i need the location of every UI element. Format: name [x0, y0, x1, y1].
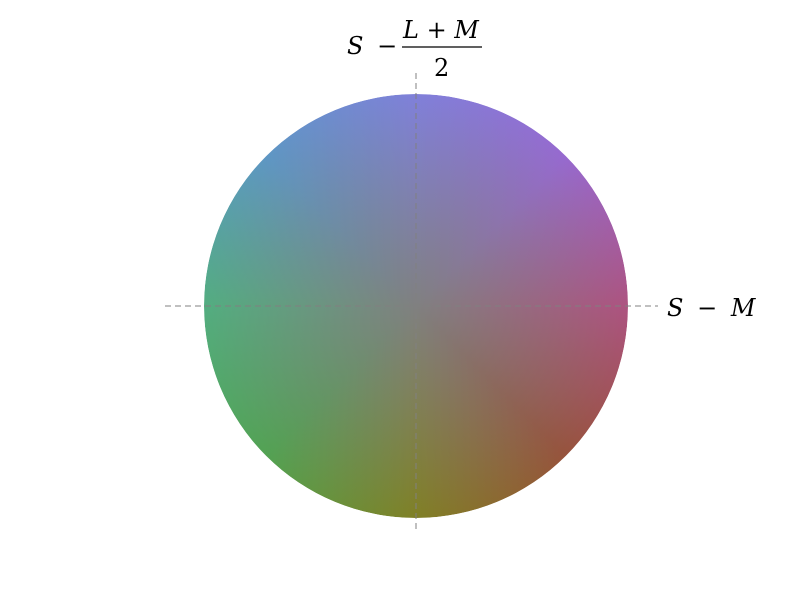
svg-text:S −: S −	[347, 32, 397, 60]
v-label-operator: −	[377, 32, 397, 60]
v-label-lead: S	[347, 32, 363, 60]
h-label-subtrahend: M	[730, 294, 757, 322]
vertical-axis-label: S − L + M 2	[347, 16, 482, 82]
h-label-minuend: S	[667, 294, 683, 322]
v-label-denominator: 2	[434, 54, 449, 82]
h-label-operator: −	[697, 294, 717, 322]
horizontal-axis-label: S − M	[667, 294, 757, 322]
svg-text:S − M: S − M	[667, 294, 757, 322]
v-label-numerator: L + M	[402, 16, 480, 44]
